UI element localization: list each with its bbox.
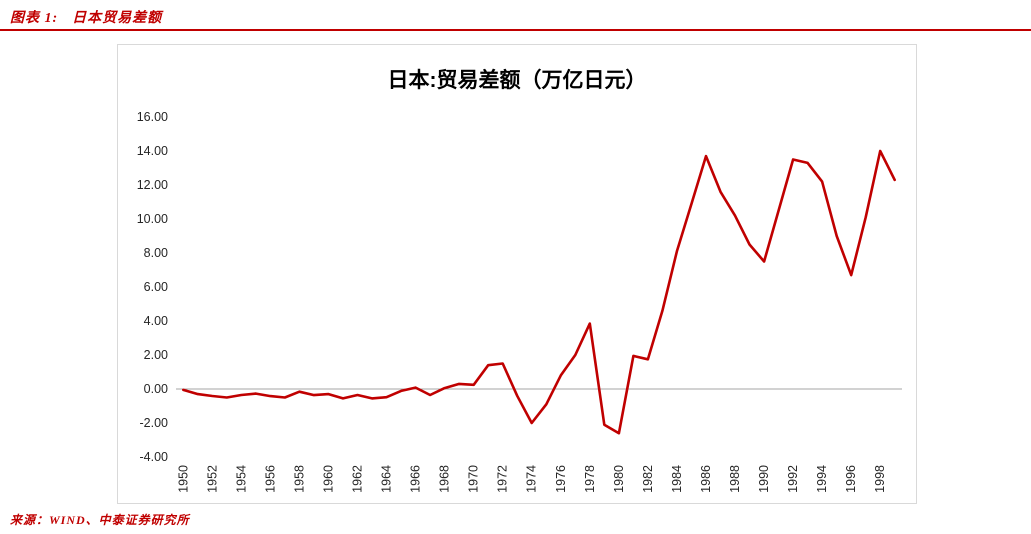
figure-caption-title: 日本贸易差额 <box>72 11 163 26</box>
x-tick-label: 1968 <box>438 465 452 493</box>
x-tick-label: 1966 <box>409 465 423 493</box>
x-tick-label: 1988 <box>728 465 742 493</box>
y-axis-labels: 16.00 14.00 12.00 10.00 8.00 6.00 4.00 2.00 0.00… <box>137 110 168 464</box>
x-tick-label: 1952 <box>205 465 219 493</box>
y-tick-label: 6.00 <box>144 280 168 294</box>
source-note: 来源：WIND、中泰证券研究所 <box>10 513 190 527</box>
x-tick-label: 1990 <box>757 465 771 493</box>
trade-balance-chart: 日本:贸易差额（万亿日元） 16.00 14.00 12.00 10.00 8.00 6.0… <box>137 68 902 493</box>
x-tick-label: 1986 <box>699 465 713 493</box>
x-tick-label: 1972 <box>496 465 510 493</box>
x-tick-label: 1950 <box>176 465 190 493</box>
y-tick-label: 4.00 <box>144 314 168 328</box>
x-tick-label: 1996 <box>844 465 858 493</box>
x-tick-label: 1954 <box>234 465 248 493</box>
y-tick-label: 0.00 <box>144 382 168 396</box>
x-tick-label: 1976 <box>554 465 568 493</box>
x-tick-label: 1964 <box>380 465 394 493</box>
x-tick-label: 1974 <box>525 465 539 493</box>
x-tick-label: 1982 <box>641 465 655 493</box>
x-tick-label: 1980 <box>612 465 626 493</box>
x-tick-label: 1956 <box>263 465 277 493</box>
y-tick-label: 12.00 <box>137 178 168 192</box>
x-tick-label: 1984 <box>670 465 684 493</box>
header-divider-rule <box>0 29 1031 31</box>
x-tick-label: 1960 <box>321 465 335 493</box>
y-tick-label: 16.00 <box>137 110 168 124</box>
chart-frame: 日本:贸易差额（万亿日元） 16.00 14.00 12.00 10.00 8.00 6.0… <box>117 44 917 504</box>
x-tick-label: 1998 <box>873 465 887 493</box>
y-tick-label: 2.00 <box>144 348 168 362</box>
chart-title: 日本:贸易差额（万亿日元） <box>388 68 647 92</box>
x-tick-label: 1978 <box>583 465 597 493</box>
x-tick-label: 1992 <box>786 465 800 493</box>
y-tick-label: 8.00 <box>144 246 168 260</box>
y-tick-label: -4.00 <box>140 450 169 464</box>
y-tick-label: 10.00 <box>137 212 168 226</box>
trade-balance-line <box>182 149 897 435</box>
figure-caption-label: 图表 1: <box>10 11 59 26</box>
x-tick-label: 1958 <box>292 465 306 493</box>
x-tick-label: 1962 <box>351 465 365 493</box>
x-axis-labels: 1950 1952 1954 1956 1958 1960 1962 1964 1966 1968… <box>176 465 887 493</box>
y-tick-label: 14.00 <box>137 144 168 158</box>
figure-caption: 图表 1: 日本贸易差额 <box>10 7 162 27</box>
y-tick-label: -2.00 <box>140 416 169 430</box>
x-tick-label: 1994 <box>815 465 829 493</box>
x-tick-label: 1970 <box>467 465 481 493</box>
